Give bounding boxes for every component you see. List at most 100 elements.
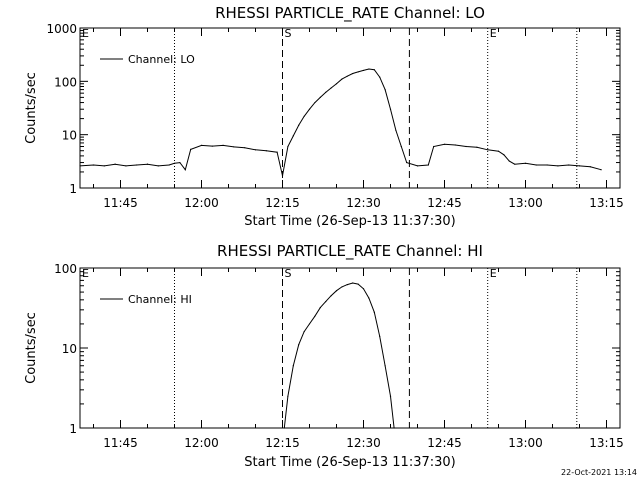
y-tick-label: 1 [69, 422, 77, 436]
data-point [379, 76, 381, 78]
data-point [393, 427, 395, 429]
data-point [179, 161, 181, 164]
data-point [283, 427, 285, 429]
data-point [200, 144, 203, 146]
data-point [389, 108, 392, 110]
data-point [503, 154, 505, 156]
series-line [79, 68, 602, 176]
event-marker-label: E [82, 267, 89, 280]
data-point [346, 75, 348, 77]
data-point [287, 395, 289, 397]
data-point [79, 165, 81, 167]
data-point [443, 143, 446, 145]
data-point [406, 161, 408, 164]
data-point [514, 163, 516, 165]
y-tick-label: 10 [62, 342, 77, 356]
data-point [298, 124, 300, 126]
data-point [373, 311, 375, 313]
data-point [546, 164, 548, 166]
data-point [125, 165, 127, 167]
data-point [368, 68, 370, 70]
event-marker-label: S [285, 267, 292, 280]
data-point [352, 282, 354, 284]
data-point [341, 286, 343, 288]
data-point [389, 395, 392, 397]
y-tick-label: 100 [54, 262, 77, 276]
data-point [357, 283, 359, 285]
data-point [384, 88, 386, 91]
data-point [303, 115, 305, 118]
data-point [335, 290, 338, 292]
data-point [168, 164, 170, 166]
x-tick-label: 11:45 [103, 196, 138, 210]
data-point [524, 162, 527, 164]
data-point [298, 344, 300, 346]
chart-title: RHESSI PARTICLE_RATE Channel: HI [217, 242, 483, 261]
data-point [568, 164, 570, 166]
data-point [476, 146, 478, 148]
data-point [384, 365, 386, 367]
data-point [211, 145, 213, 147]
data-point [578, 165, 581, 167]
x-tick-label: 12:15 [265, 436, 300, 450]
data-point [400, 145, 402, 148]
x-tick-label: 12:30 [346, 436, 381, 450]
x-tick-label: 12:45 [427, 196, 462, 210]
data-point [335, 83, 338, 85]
data-point [352, 72, 354, 75]
data-point [319, 96, 321, 98]
data-point [395, 129, 397, 132]
data-point [146, 163, 149, 165]
data-point [319, 306, 321, 309]
data-point [330, 295, 332, 297]
x-tick-label: 12:00 [184, 436, 219, 450]
data-point [357, 71, 359, 73]
y-axis-label: Counts/sec [24, 312, 39, 384]
data-point [254, 149, 257, 151]
data-point [557, 165, 559, 167]
data-point [222, 144, 224, 146]
footer-timestamp: 22-Oct-2021 13:14 [561, 468, 637, 477]
data-point [465, 145, 467, 148]
data-point [416, 165, 419, 167]
y-tick-label: 1000 [46, 22, 77, 36]
event-marker-label: E [490, 27, 497, 40]
plot-hi-channel: RHESSI PARTICLE_RATE Channel: HI 1 10 100 11… [24, 242, 624, 470]
plot-lo-channel: RHESSI PARTICLE_RATE Channel: LO 1 10 100 10… [24, 4, 624, 229]
series-line [283, 282, 395, 429]
plot-frame [79, 27, 621, 189]
data-point [308, 323, 311, 325]
data-point [233, 146, 235, 148]
data-point [157, 165, 159, 167]
event-marker-label: E [82, 27, 89, 40]
x-tick-label: 11:45 [103, 436, 138, 450]
data-point [292, 135, 294, 137]
data-point [362, 69, 365, 72]
data-point [454, 144, 456, 146]
data-point [184, 169, 186, 171]
data-point [362, 288, 365, 290]
data-point [308, 108, 311, 110]
chart-title: RHESSI PARTICLE_RATE Channel: LO [215, 4, 485, 23]
data-point [427, 164, 429, 166]
data-point [433, 145, 435, 148]
data-point [589, 166, 591, 168]
data-point [314, 101, 316, 104]
x-axis-label: Start Time (26-Sep-13 11:37:30) [244, 214, 455, 229]
data-point [114, 163, 116, 165]
data-point [508, 160, 510, 162]
x-tick-label: 12:45 [427, 436, 462, 450]
data-point [265, 150, 267, 152]
data-point [373, 69, 375, 71]
event-marker-label: S [285, 27, 292, 40]
data-point [600, 169, 602, 171]
x-tick-label: 12:00 [184, 196, 219, 210]
x-tick-label: 13:15 [589, 436, 624, 450]
data-point [325, 91, 327, 94]
legend-label: Channel: LO [128, 53, 195, 66]
data-point [287, 145, 289, 148]
y-tick-label: 10 [62, 129, 77, 143]
x-tick-label: 12:15 [265, 196, 300, 210]
x-tick-label: 13:15 [589, 196, 624, 210]
